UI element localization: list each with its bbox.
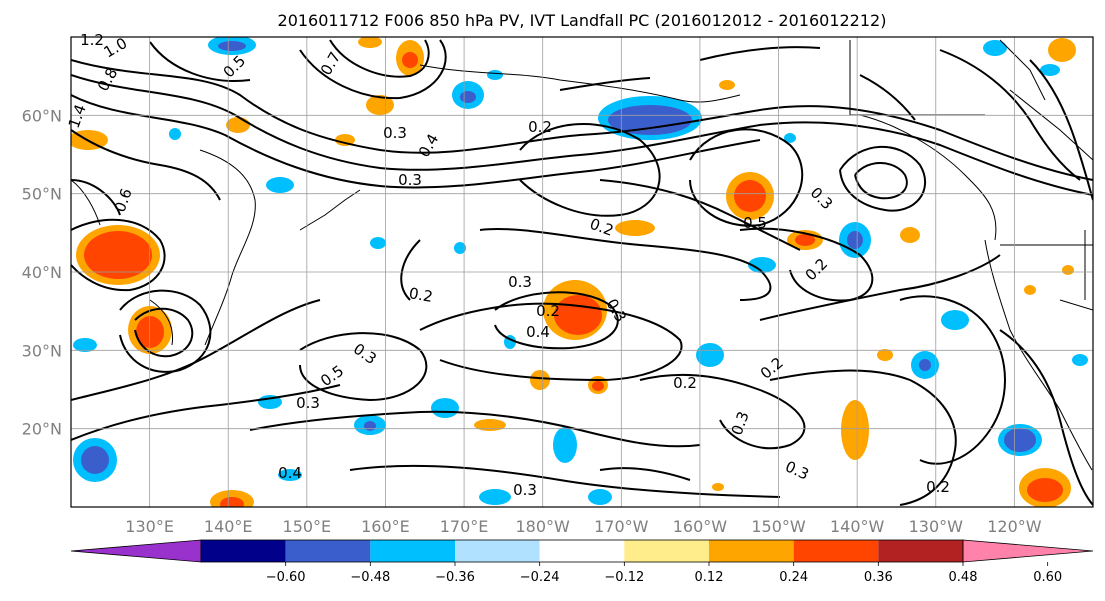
- colorbar: −0.60 −0.48 −0.36 −0.24 −0.12 0.12 0.24 0.36 0.4…: [70, 539, 1094, 585]
- lon-tick-label: 140°W: [830, 517, 885, 536]
- colorbar-cell: [709, 540, 794, 562]
- contour-label: 1.2: [80, 31, 104, 49]
- map-frame: [70, 36, 1094, 508]
- colorbar-outline: [200, 539, 964, 563]
- colorbar-cell: [285, 540, 371, 562]
- colorbar-cell: [878, 540, 963, 562]
- lon-tick-label: 130°W: [909, 517, 964, 536]
- contour-label: 0.3: [398, 171, 422, 189]
- contour-label: 0.5: [743, 214, 767, 232]
- figure-title: 2016011712 F006 850 hPa PV, IVT Landfall…: [278, 11, 887, 30]
- colorbar-cells: [70, 539, 1094, 563]
- lon-tick-label: 150°W: [751, 517, 806, 536]
- contour-label: 0.3: [296, 394, 320, 412]
- colorbar-cell: [539, 540, 625, 562]
- contour-label: 0.3: [508, 273, 532, 291]
- colorbar-tick-label: −0.36: [435, 570, 475, 585]
- colorbar-tick-label: 0.60: [1033, 570, 1062, 585]
- colorbar-cell: [455, 540, 540, 562]
- contour-label: 0.2: [536, 302, 560, 320]
- colorbar-cell: [201, 540, 286, 562]
- lon-tick-label: 160°W: [673, 517, 728, 536]
- contour-label: 0.2: [528, 118, 552, 136]
- lon-tick-label: 170°E: [440, 517, 489, 536]
- lat-tick-label: 30°N: [22, 341, 62, 360]
- colorbar-cell: [793, 540, 879, 562]
- longitude-labels: 130°E 140°E 150°E 160°E 170°E 180°W 170°W 160°W…: [125, 517, 1041, 536]
- colorbar-tick-label: 0.24: [779, 570, 808, 585]
- colorbar-tick-label: 0.12: [695, 570, 724, 585]
- lon-tick-label: 120°W: [987, 517, 1042, 536]
- colorbar-extend-high: [962, 539, 1094, 563]
- colorbar-cell: [370, 540, 455, 562]
- map-area: [71, 37, 1093, 507]
- lon-tick-label: 140°E: [204, 517, 253, 536]
- lon-tick-label: 170°W: [594, 517, 649, 536]
- lon-tick-label: 130°E: [125, 517, 174, 536]
- colorbar-ticks: −0.60 −0.48 −0.36 −0.24 −0.12 0.12 0.24 0.36 0.4…: [266, 562, 1062, 585]
- contour-label: 0.4: [278, 464, 302, 482]
- colorbar-tick-label: −0.48: [350, 570, 390, 585]
- colorbar-tick-label: −0.24: [520, 570, 560, 585]
- latitude-labels: 20°N 30°N 40°N 50°N 60°N: [22, 106, 62, 438]
- colorbar-tick-label: −0.12: [604, 570, 644, 585]
- lat-tick-label: 50°N: [22, 185, 62, 204]
- colorbar-tick-label: 0.36: [864, 570, 893, 585]
- lat-tick-label: 20°N: [22, 420, 62, 439]
- contour-label: 0.2: [408, 284, 435, 306]
- lon-tick-label: 160°E: [361, 517, 410, 536]
- colorbar-cell: [624, 540, 709, 562]
- contour-label: 0.3: [513, 481, 537, 499]
- map-gridlines: [71, 37, 1093, 507]
- colorbar-tick-label: −0.60: [266, 570, 306, 585]
- contour-label: 0.2: [673, 374, 697, 392]
- colorbar-tick-label: 0.48: [949, 570, 978, 585]
- colorbar-extend-low: [70, 539, 202, 563]
- contour-label: 0.4: [526, 323, 550, 341]
- lon-tick-label: 180°W: [516, 517, 571, 536]
- lat-tick-label: 40°N: [22, 263, 62, 282]
- lon-tick-label: 150°E: [283, 517, 332, 536]
- contour-label: 0.2: [926, 478, 950, 496]
- lat-tick-label: 60°N: [22, 106, 62, 125]
- contour-label: 0.3: [383, 124, 407, 142]
